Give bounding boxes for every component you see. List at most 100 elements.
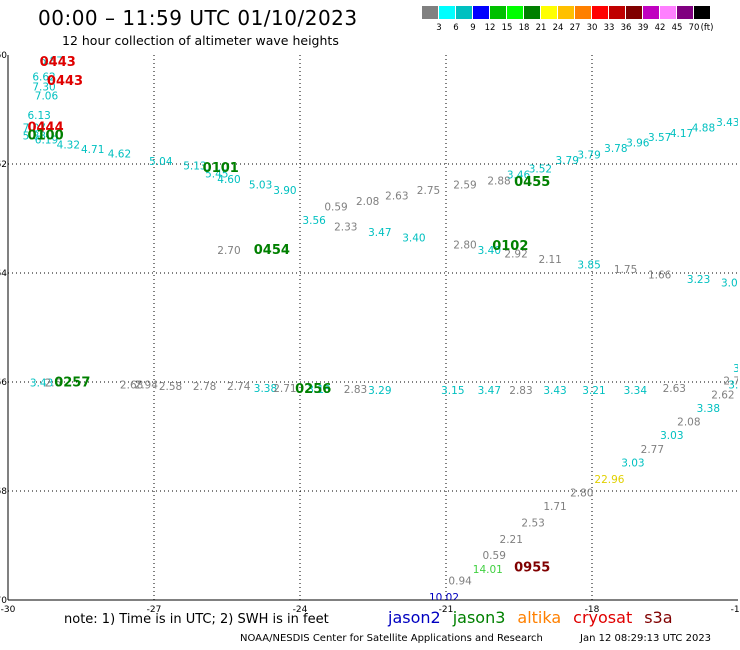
wave-height-label: 6.13 (27, 110, 50, 122)
color-swatch (575, 6, 592, 19)
color-swatch (558, 6, 575, 19)
wave-height-label: 1.75 (614, 264, 637, 276)
color-swatch (626, 6, 643, 19)
wave-height-label: 4.32 (57, 140, 80, 152)
wave-height-label: 1.71 (543, 501, 566, 513)
color-swatch (473, 6, 490, 19)
color-scale-label: 27 (569, 23, 581, 33)
longitude-tick-label: -21 (439, 605, 454, 615)
wave-height-label: 3.38 (697, 403, 720, 415)
wave-height-label: 2.80 (453, 239, 476, 251)
wave-height-label: 5.45 (205, 169, 228, 181)
wave-height-label: 2.83 (509, 385, 532, 397)
pass-time-label: 0257 (54, 375, 90, 390)
wave-height-label: 3.52 (529, 164, 552, 176)
longitude-tick-label: -30 (1, 605, 16, 615)
latitude-tick-label: -62 (0, 160, 7, 170)
pass-time-label: 0444 (27, 120, 63, 135)
wave-height-label: 3.79 (556, 155, 579, 167)
pass-time-label: 0256 (295, 382, 331, 397)
pass-time-label: 0443 (40, 55, 76, 70)
color-scale-label: 15 (501, 23, 513, 33)
longitude-tick-label: -18 (585, 605, 600, 615)
wave-height-label: 14.01 (473, 564, 503, 576)
wave-height-label: 3.57 (648, 132, 671, 144)
wave-height-label: 2.6 (45, 377, 62, 389)
wave-height-label: 3.40 (402, 232, 425, 244)
wave-height-label: 2.92 (504, 249, 527, 261)
wave-height-label: 3.08 (721, 278, 740, 290)
wave-height-label: 3.23 (687, 274, 710, 286)
wave-height-label: 4.88 (692, 122, 715, 134)
wave-height-label: 2.80 (570, 487, 593, 499)
wave-height-label: 6.62 (32, 72, 55, 84)
wave-height-label: 2.33 (334, 221, 357, 233)
color-swatch (439, 6, 456, 19)
color-scale-label: 39 (637, 23, 649, 33)
wave-height-label: 2.71 (273, 383, 296, 395)
pass-time-label: 0455 (514, 175, 550, 190)
wave-height-label: 3.40 (478, 245, 501, 257)
wave-height-label: 2.68 (120, 380, 143, 392)
pass-time-label: 0100 (27, 128, 63, 143)
pass-time-label: 0955 (514, 561, 550, 576)
wave-height-label: 4.60 (217, 174, 240, 186)
wave-height-label: 3.15 (441, 385, 464, 397)
longitude-tick-label: -27 (147, 605, 162, 615)
wave-height-label: 3.29 (368, 385, 391, 397)
color-scale-label: 18 (518, 23, 530, 33)
pass-time-label: 0102 (492, 239, 528, 254)
wave-height-label: 3.03 (621, 457, 644, 469)
wave-height-label: 3.34 (624, 385, 648, 397)
wave-height-label: 2.83 (344, 384, 367, 396)
wave-height-label: 3.43 (716, 117, 739, 129)
wave-height-label: 3.13 (728, 380, 740, 392)
pass-time-label: 0454 (254, 243, 290, 258)
color-swatch (643, 6, 660, 19)
pass-time-label: 0443 (47, 74, 83, 89)
color-swatch (422, 6, 439, 19)
wave-height-label: 2.88 (487, 176, 510, 188)
wave-height-label: 3.01 (733, 363, 740, 375)
color-swatch (660, 6, 677, 19)
wave-height-label: 22.96 (594, 474, 624, 486)
legend-item-cryosat: cryosat (573, 608, 633, 627)
color-scale-label: 42 (654, 23, 666, 33)
color-scale-label: 24 (552, 23, 564, 33)
wave-height-label: 2.62 (711, 389, 734, 401)
wave-height-label: 2.74 (227, 381, 251, 393)
wave-height-label: 2.63 (663, 383, 686, 395)
wave-height-label: 2.59 (453, 180, 476, 192)
legend-item-jason2: jason2 (388, 608, 441, 627)
latitude-tick-label: -68 (0, 487, 7, 497)
wave-height-label: 3.96 (626, 138, 650, 150)
credit-line: NOAA/NESDIS Center for Satellite Applica… (240, 633, 543, 644)
wave-height-label: 0.59 (483, 550, 506, 562)
generated-timestamp: Jan 12 08:29:13 UTC 2023 (580, 633, 712, 644)
wave-height-label: 2.72 (723, 376, 740, 388)
wave-height-label: 5.13 (183, 160, 206, 172)
wave-height-label: 4.17 (670, 128, 693, 140)
latitude-tick-label: -64 (0, 269, 7, 279)
wave-height-label: 3.78 (604, 143, 627, 155)
wave-height-label: 3.38 (254, 383, 277, 395)
wave-height-label: 3.03 (660, 430, 683, 442)
wave-height-label: 2.58 (159, 381, 182, 393)
wave-height-label: 3.13 (307, 384, 330, 396)
wave-height-label: 7.06 (35, 91, 59, 103)
wave-height-label: 5.04 (149, 156, 173, 168)
longitude-tick-label: -24 (293, 605, 308, 615)
wave-height-label: 2.75 (417, 185, 440, 197)
wave-height-label: 2.11 (538, 254, 561, 266)
wave-height-label: 3.21 (582, 385, 605, 397)
color-swatch (592, 6, 609, 19)
color-swatch (490, 6, 507, 19)
legend-item-s3a: s3a (644, 608, 673, 627)
color-swatch (677, 6, 694, 19)
wave-height-label: 5.03 (249, 180, 272, 192)
wave-height-label: 2.77 (641, 444, 664, 456)
wave-height-label: 7.30 (32, 81, 55, 93)
map-title: 00:00 – 11:59 UTC 01/10/2023 (38, 6, 358, 30)
wave-height-label: 4.71 (81, 144, 104, 156)
